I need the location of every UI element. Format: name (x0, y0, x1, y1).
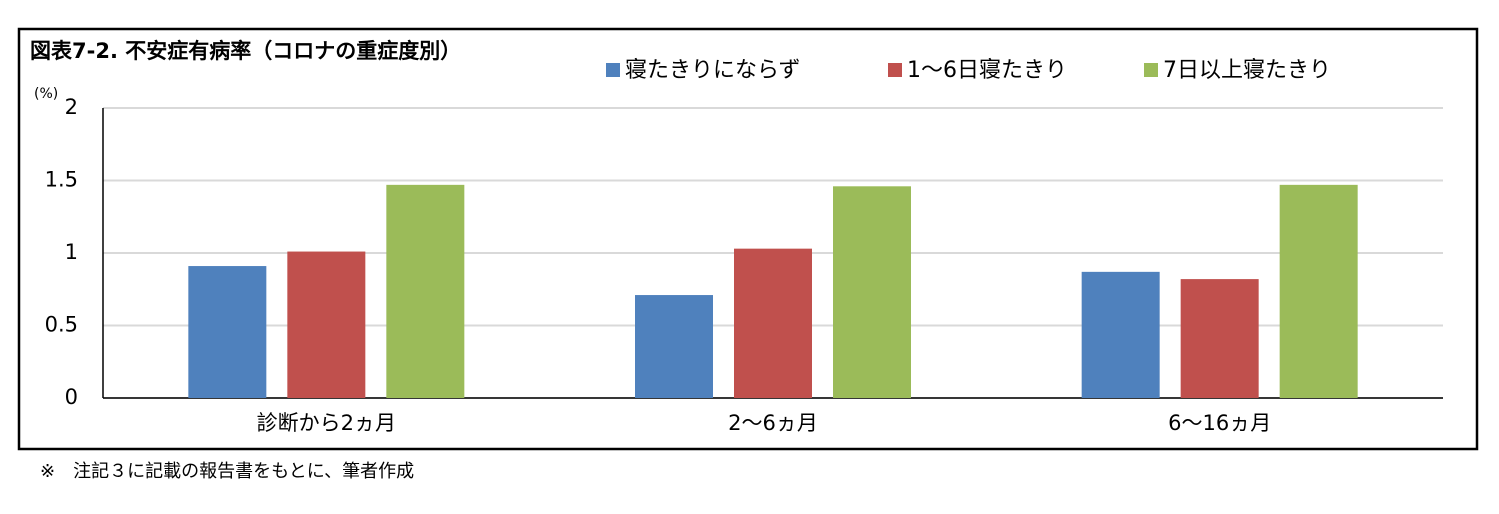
y-tick-label: 2 (65, 95, 78, 119)
legend-swatch (606, 63, 620, 77)
chart-title: 図表7-2. 不安症有病率（コロナの重症度別） (30, 39, 461, 63)
bar (287, 251, 366, 398)
bar (734, 248, 812, 398)
y-tick-label: 0 (65, 385, 78, 409)
legend-label: 1〜6日寝たきり (907, 58, 1067, 83)
note: ※ 注記３に記載の報告書をもとに、筆者作成 (40, 461, 414, 482)
bar (1081, 271, 1160, 398)
bar (833, 186, 911, 398)
y-tick-label: 1 (65, 240, 78, 264)
y-tick-label: 0.5 (45, 313, 78, 337)
legend-swatch (888, 63, 902, 77)
x-tick-label: 2〜6ヵ月 (728, 411, 818, 435)
legend-swatch (1144, 63, 1158, 77)
bar (1180, 279, 1259, 398)
chart-frame (17, 27, 1479, 451)
bar (386, 184, 465, 398)
bar (1279, 184, 1358, 398)
legend-label: 7日以上寝たきり (1163, 58, 1331, 83)
y-axis-label: (%) (34, 86, 58, 102)
x-tick-label: 診断から2ヵ月 (257, 411, 396, 435)
bar (635, 295, 713, 398)
y-tick-label: 1.5 (45, 168, 78, 192)
bar (188, 266, 267, 398)
legend-label: 寝たきりにならず (625, 58, 801, 83)
x-tick-label: 6〜16ヵ月 (1168, 411, 1271, 435)
